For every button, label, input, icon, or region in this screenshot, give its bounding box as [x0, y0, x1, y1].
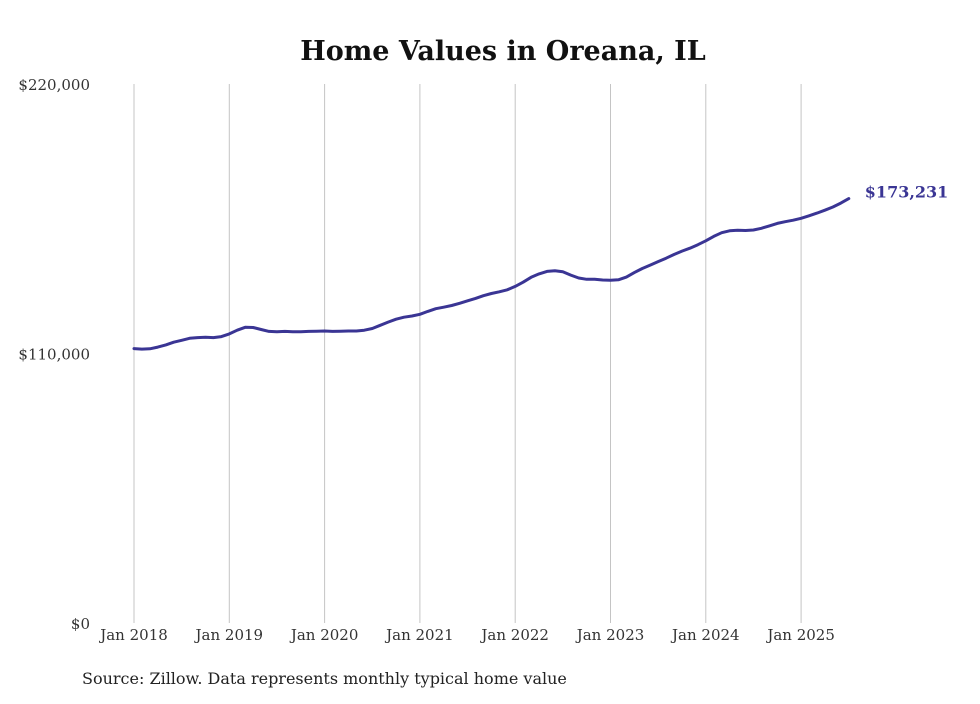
x-tick-label: Jan 2020 — [289, 626, 359, 644]
source-note: Source: Zillow. Data represents monthly … — [82, 669, 567, 688]
x-tick-label: Jan 2022 — [479, 626, 549, 644]
y-axis-ticks: $0 $110,000 $220,000 — [18, 76, 90, 633]
x-axis-ticks: Jan 2018 Jan 2019 Jan 2020 Jan 2021 Jan 2022… — [98, 626, 835, 644]
y-tick-label: $110,000 — [18, 346, 90, 364]
y-tick-label: $220,000 — [18, 76, 90, 94]
x-tick-label: Jan 2018 — [98, 626, 168, 644]
gridlines — [133, 84, 802, 623]
y-tick-label: $0 — [71, 615, 90, 633]
x-tick-label: Jan 2025 — [765, 626, 835, 644]
chart-title: Home Values in Oreana, IL — [300, 36, 706, 67]
series-line — [132, 197, 851, 351]
x-tick-label: Jan 2023 — [575, 626, 645, 644]
x-tick-label: Jan 2019 — [194, 626, 264, 644]
x-tick-label: Jan 2024 — [670, 626, 740, 644]
x-tick-label: Jan 2021 — [384, 626, 454, 644]
series-layer — [132, 197, 851, 351]
end-value-label: $173,231 — [865, 183, 949, 202]
